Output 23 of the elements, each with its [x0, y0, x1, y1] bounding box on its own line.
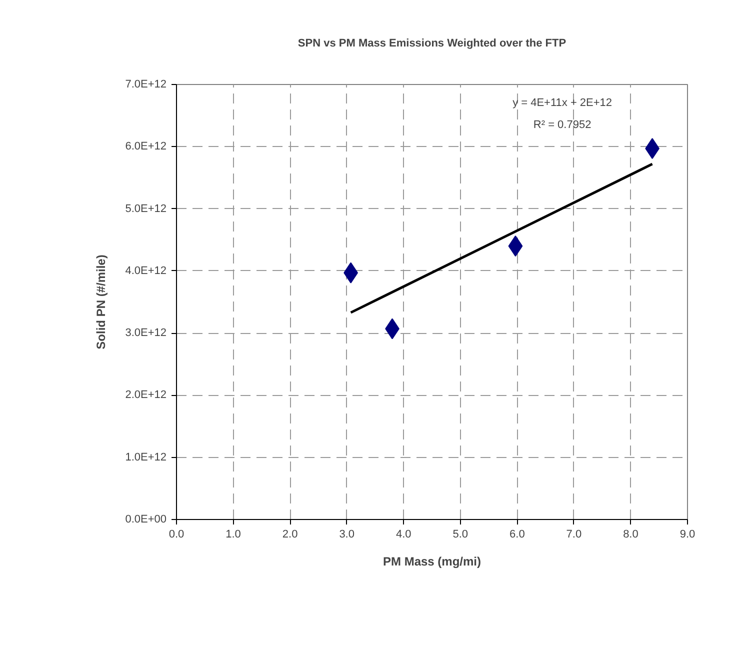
x-tick-label: 4.0	[396, 528, 412, 540]
annotation: R² = 0.7952	[533, 118, 592, 131]
x-tick-label: 1.0	[226, 528, 241, 540]
x-tick-label: 3.0	[339, 528, 354, 540]
y-tick-label: 4.0E+12	[125, 264, 167, 277]
x-tick-label: 5.0	[452, 528, 468, 540]
x-tick-label: 6.0	[510, 528, 525, 540]
y-tick-label: 0.0E+00	[125, 514, 167, 526]
y-tick-label: 5.0E+12	[125, 202, 167, 215]
x-tick-label: 9.0	[680, 528, 696, 540]
x-tick-label: 8.0	[623, 528, 638, 540]
y-tick-label: 2.0E+12	[125, 389, 167, 402]
annotation: y = 4E+11x + 2E+12	[512, 97, 612, 110]
y-tick-label: 1.0E+12	[125, 451, 167, 464]
x-tick-label: 0.0	[168, 528, 184, 540]
x-axis-title: PM Mass (mg/mi)	[382, 554, 482, 568]
chart-title: SPN vs PM Mass Emissions Weighted over the FTP	[298, 38, 566, 50]
x-tick-label: 2.0	[282, 528, 298, 540]
x-tick-label: 7.0	[566, 528, 582, 540]
y-axis-title: Solid PN (#/mile)	[94, 254, 108, 350]
y-tick-label: 3.0E+12	[125, 327, 167, 340]
y-tick-label: 7.0E+12	[125, 78, 167, 90]
y-tick-label: 6.0E+12	[125, 140, 167, 153]
